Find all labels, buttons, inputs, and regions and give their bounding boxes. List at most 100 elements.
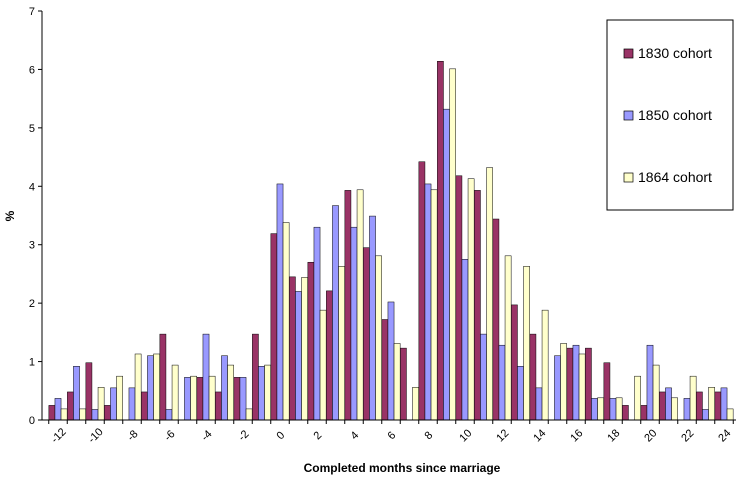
bar-s1-x2 xyxy=(313,226,321,421)
bar-s0-x-7 xyxy=(141,391,148,421)
y-axis-title: % xyxy=(3,210,17,221)
bar-s1-x-4 xyxy=(202,333,210,421)
bar-s0-x23 xyxy=(696,391,703,421)
bar-s1-x-10 xyxy=(91,409,99,421)
bar-s2-x20 xyxy=(652,364,660,421)
bar-s0-x-6 xyxy=(159,333,167,421)
bar-s0-x5 xyxy=(363,247,370,421)
bar-s0-x0 xyxy=(270,233,278,421)
bar-s1-x13 xyxy=(517,366,524,421)
y-tick-label: 3 xyxy=(29,240,35,252)
bar-s0-x7 xyxy=(400,347,407,421)
bar-s2-x23 xyxy=(708,387,715,421)
legend-label: 1830 cohort xyxy=(638,45,712,61)
bar-s0-x19 xyxy=(622,405,629,421)
bar-s2-x16 xyxy=(578,353,586,421)
bar-s0-x8 xyxy=(418,161,426,421)
bar-s0-x21 xyxy=(659,391,666,421)
bar-s0-x20 xyxy=(640,405,648,421)
bar-s0-x18 xyxy=(603,362,611,421)
bar-s2-x-11 xyxy=(79,408,86,421)
bar-s2-x-10 xyxy=(97,387,105,421)
x-tick-label: 6 xyxy=(385,429,398,442)
bar-s1-x0 xyxy=(276,183,284,421)
legend-label: 1850 cohort xyxy=(638,107,712,123)
x-tick-label: -8 xyxy=(125,428,140,443)
x-tick-label: -4 xyxy=(199,428,214,443)
bar-s1-x-9 xyxy=(110,387,117,421)
bar-s0-x-10 xyxy=(85,362,93,421)
bar-s2-x11 xyxy=(486,167,493,421)
bar-s0-x4 xyxy=(344,190,352,421)
bar-s1-x24 xyxy=(720,387,728,421)
bar-s0-x9 xyxy=(437,61,444,421)
bar-s1-x-2 xyxy=(239,377,247,421)
bar-s2-x15 xyxy=(560,343,567,421)
bar-s1-x18 xyxy=(609,398,617,421)
bar-s0-x11 xyxy=(474,190,481,421)
bar-s0-x3 xyxy=(326,290,333,421)
x-tick-label: 10 xyxy=(457,427,474,444)
bar-s2-x-3 xyxy=(227,364,234,421)
bar-s0-x6 xyxy=(381,319,389,421)
x-tick-label: 18 xyxy=(605,427,622,444)
bar-s1-x-11 xyxy=(73,366,80,421)
x-tick-label: 0 xyxy=(274,429,287,442)
bar-s2-x9 xyxy=(449,68,456,421)
y-tick-label: 1 xyxy=(29,357,35,369)
bar-s2-x-7 xyxy=(153,353,160,421)
bar-s1-x5 xyxy=(369,215,376,421)
bar-s1-x22 xyxy=(683,398,691,421)
bar-s2-x7 xyxy=(412,387,419,421)
legend: 1830 cohort 1850 cohort 1864 cohort xyxy=(606,19,734,211)
bar-s0-x10 xyxy=(455,175,463,421)
bar-s1-x10 xyxy=(461,259,469,421)
y-tick-labels: 0 1 2 3 4 5 6 7 xyxy=(29,6,35,427)
bar-s1-x-1 xyxy=(258,366,265,421)
bar-s2-x-2 xyxy=(245,408,253,421)
legend-label: 1864 cohort xyxy=(638,169,712,185)
y-tick-label: 2 xyxy=(29,298,35,310)
bar-s0-x-3 xyxy=(215,391,222,421)
axes-group xyxy=(38,10,736,424)
bar-s2-x5 xyxy=(375,255,382,421)
bar-s2-x10 xyxy=(467,178,475,421)
bar-s2-x19 xyxy=(634,375,641,421)
bar-s2-x22 xyxy=(689,375,697,421)
bar-s1-x20 xyxy=(646,344,654,421)
bar-s0-x2 xyxy=(307,261,315,421)
bar-s1-x17 xyxy=(591,398,598,421)
x-tick-label: 22 xyxy=(679,427,696,444)
bar-s0-x-2 xyxy=(233,377,241,421)
bar-s1-x15 xyxy=(554,355,561,421)
y-tick-label: 6 xyxy=(29,64,35,76)
x-tick-label: -2 xyxy=(236,428,251,443)
bar-s2-x8 xyxy=(430,189,438,421)
bar-s2-x1 xyxy=(301,277,308,421)
bars-group xyxy=(48,61,734,421)
legend-swatch xyxy=(623,172,634,183)
bar-s0-x24 xyxy=(714,391,722,421)
x-tick-label: 20 xyxy=(642,427,659,444)
bar-s2-x-8 xyxy=(134,353,142,421)
bar-s0-x12 xyxy=(492,218,500,421)
bar-s1-x-6 xyxy=(165,409,173,421)
y-tick-label: 0 xyxy=(29,415,35,427)
bar-s1-x9 xyxy=(443,108,450,421)
bar-s2-x18 xyxy=(615,397,623,421)
bar-s1-x-5 xyxy=(184,377,191,421)
bar-s2-x-4 xyxy=(208,375,216,421)
bar-s1-x14 xyxy=(535,387,543,421)
bar-s1-x-7 xyxy=(147,355,154,421)
bar-s0-x-1 xyxy=(252,333,259,421)
bar-s0-x14 xyxy=(529,333,537,421)
bar-s0-x17 xyxy=(585,347,592,421)
x-axis-title: Completed months since marriage xyxy=(304,461,501,475)
bar-s1-x-12 xyxy=(54,398,62,421)
bar-s2-x6 xyxy=(393,343,401,421)
bar-s2-x12 xyxy=(504,255,512,421)
y-tick-label: 4 xyxy=(29,181,35,193)
bar-s1-x23 xyxy=(702,409,709,421)
bar-s2-x24 xyxy=(726,408,734,421)
x-tick-label: 12 xyxy=(494,427,511,444)
